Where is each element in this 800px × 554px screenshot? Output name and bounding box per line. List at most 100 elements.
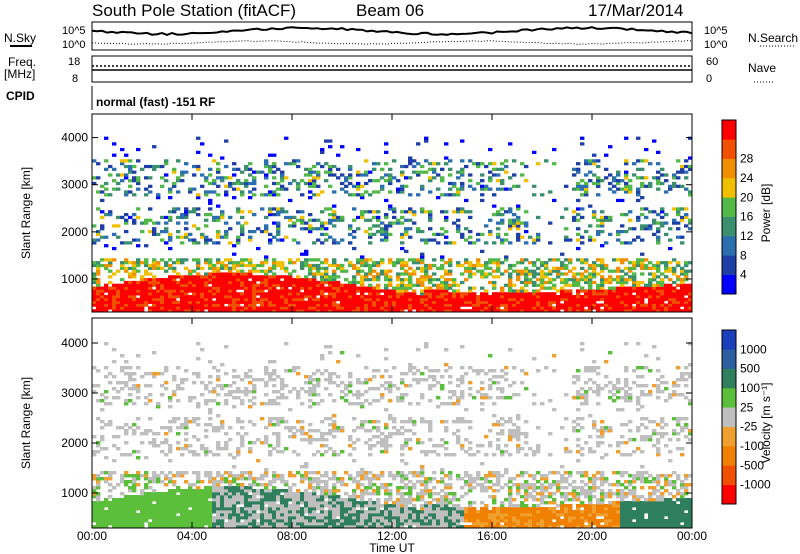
power-cell (280, 261, 285, 265)
power-cell (528, 297, 533, 302)
power-cell (564, 278, 569, 282)
power-cell (420, 266, 425, 270)
power-cell (436, 303, 441, 307)
velocity-cell (216, 516, 221, 520)
power-cell (328, 167, 333, 171)
power-cell (464, 258, 469, 262)
power-cell (668, 289, 673, 293)
power-cell (532, 261, 537, 265)
power-cell (576, 198, 581, 203)
power-cell (348, 224, 353, 228)
velocity-cell (316, 381, 321, 385)
velocity-cell (324, 450, 329, 454)
velocity-cell (120, 519, 125, 523)
velocity-cell (212, 498, 217, 502)
velocity-cell (204, 489, 209, 493)
power-cell (620, 241, 625, 245)
power-cell (348, 263, 353, 268)
power-cell (228, 227, 233, 231)
power-cell (608, 145, 613, 149)
power-cell (148, 190, 153, 194)
power-cell (116, 283, 121, 287)
power-cell (232, 297, 237, 302)
power-cell (460, 139, 465, 143)
power-cell (304, 275, 309, 279)
velocity-cell (276, 498, 281, 502)
power-cell (380, 227, 385, 231)
power-cell (384, 232, 389, 237)
velocity-cell (260, 507, 265, 511)
power-cell (560, 215, 565, 220)
power-cell (544, 280, 549, 285)
velocity-cell (224, 471, 229, 475)
velocity-cell (164, 438, 169, 442)
power-cell (568, 292, 573, 296)
power-cell (480, 286, 485, 290)
power-cell (280, 275, 285, 279)
velocity-cell (216, 525, 221, 529)
velocity-cell (276, 432, 281, 436)
velocity-cell (272, 423, 277, 427)
power-cell (216, 272, 221, 276)
velocity-cell (344, 399, 349, 403)
power-cell (468, 261, 473, 265)
power-cell (584, 190, 589, 194)
velocity-cell (352, 501, 357, 505)
power-cell (212, 280, 217, 285)
power-cell (384, 278, 389, 282)
power-cell (332, 295, 337, 299)
velocity-cell (268, 378, 273, 382)
power-cell (332, 204, 337, 208)
velocity-cell (192, 522, 197, 526)
velocity-cell (248, 525, 253, 529)
velocity-cell (272, 492, 277, 496)
power-cell (116, 173, 121, 177)
power-cell (508, 295, 513, 299)
power-cell (460, 210, 465, 214)
power-cell (524, 292, 529, 296)
power-cell (260, 295, 265, 299)
velocity-cell (328, 498, 333, 502)
power-cell (260, 170, 265, 174)
power-cell (132, 295, 137, 299)
power-cell (172, 181, 177, 186)
power-cell (564, 289, 569, 293)
velocity-cell (292, 426, 297, 430)
power-cell (532, 306, 537, 310)
velocity-cell (332, 414, 337, 418)
power-cell (176, 292, 181, 296)
velocity-cell (216, 504, 221, 508)
power-cell (248, 238, 253, 242)
power-cell (232, 306, 237, 310)
velocity-cell (252, 384, 257, 388)
velocity-cell (240, 522, 245, 526)
velocity-cell (296, 429, 301, 433)
power-cell (556, 266, 561, 270)
power-cell (684, 297, 689, 302)
velocity-cell (244, 516, 249, 520)
power-cell (480, 275, 485, 279)
power-cell (656, 300, 661, 304)
power-cell (636, 306, 641, 310)
power-cell (376, 303, 381, 307)
power-cell (308, 179, 313, 183)
velocity-cell (224, 501, 229, 505)
velocity-cell (268, 483, 273, 487)
velocity-cell (96, 474, 101, 478)
power-cell (156, 283, 161, 287)
power-cell (552, 278, 557, 282)
velocity-cell (152, 498, 157, 502)
velocity-cell (112, 510, 117, 514)
power-cell (260, 289, 265, 293)
power-cell (688, 221, 693, 225)
velocity-cell (116, 519, 121, 523)
velocity-cell (212, 387, 217, 391)
velocity-cell (364, 522, 369, 526)
power-cell (204, 300, 209, 304)
power-cell (312, 181, 317, 186)
power-cell (352, 283, 357, 287)
power-cell (320, 278, 325, 282)
power-cell (448, 269, 453, 273)
power-cell (232, 295, 237, 299)
velocity-cell (92, 501, 97, 505)
